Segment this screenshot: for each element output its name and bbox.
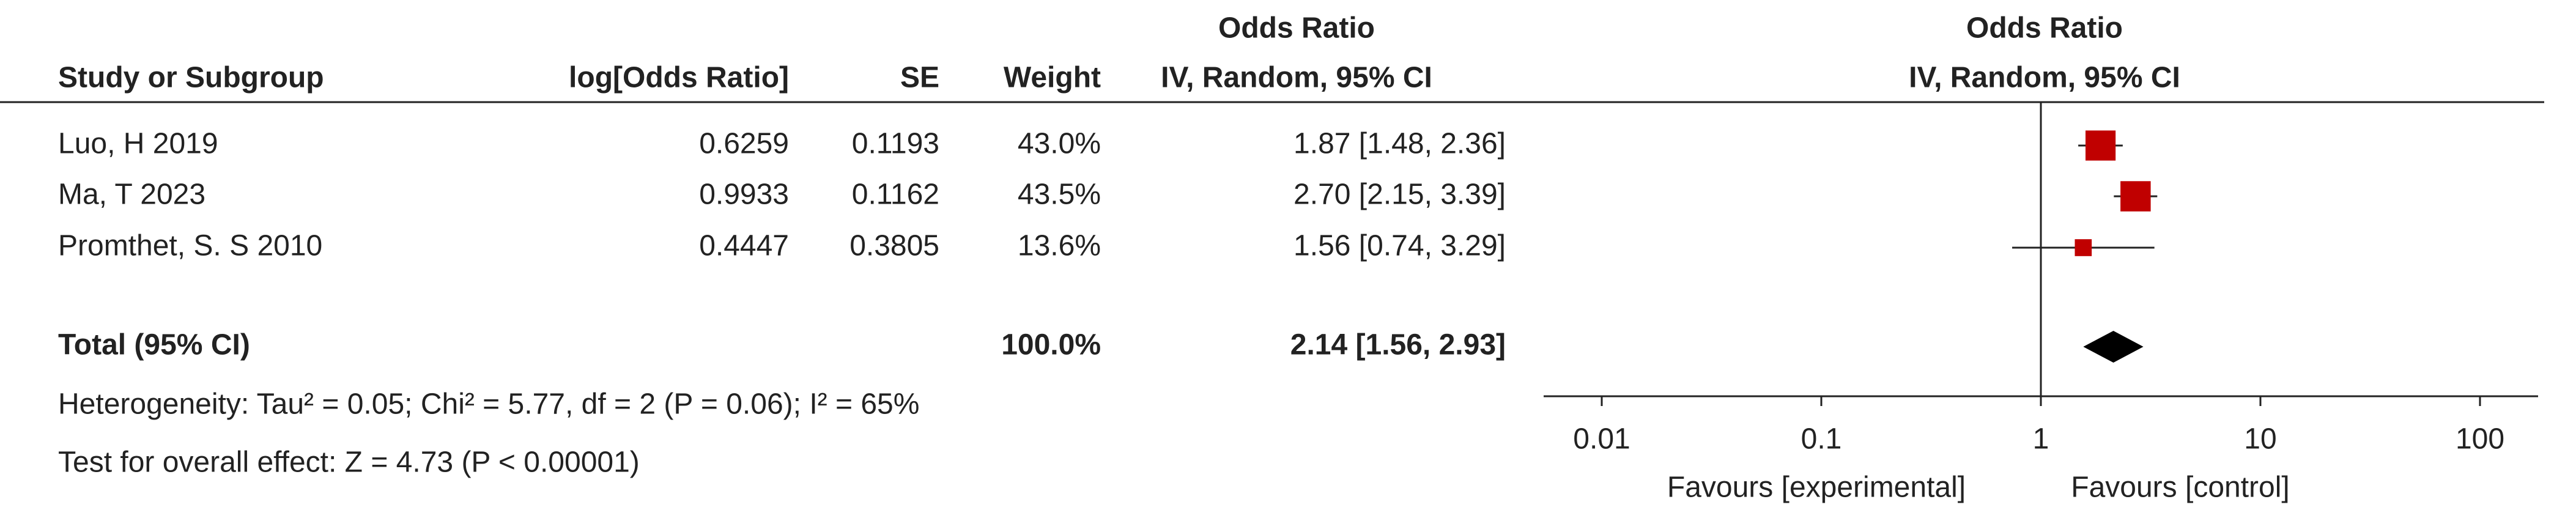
x-tick-label: 10 [2244,423,2276,456]
column-header: log[Odds Ratio] [569,62,789,94]
weight: 43.5% [1018,179,1101,211]
study-name: Luo, H 2019 [58,128,218,160]
total-diamond [2083,331,2144,363]
effect-header: Odds Ratio [1218,12,1375,45]
x-tick-label: 100 [2456,423,2504,456]
column-header: SE [900,62,939,94]
x-tick-label: 1 [2033,423,2049,456]
odds-ratio: 1.87 [1.48, 2.36] [1294,128,1506,160]
total-weight: 100.0% [1001,329,1101,361]
effect-header: IV, Random, 95% CI [1161,62,1432,94]
heterogeneity: Heterogeneity: Tau² = 0.05; Chi² = 5.77,… [58,388,919,421]
study-name: Ma, T 2023 [58,179,205,211]
favours-label: Favours [control] [2071,471,2289,504]
log-or: 0.9933 [699,179,789,211]
overall-effect: Test for overall effect: Z = 4.73 (P < 0… [58,446,640,479]
plot-title: Odds Ratio [1966,12,2123,45]
study-square [2120,181,2151,212]
study-square [2074,239,2092,256]
x-tick-label: 0.1 [1801,423,1842,456]
log-or: 0.4447 [699,230,789,262]
se: 0.1162 [852,179,939,211]
se: 0.3805 [849,230,939,262]
total-or: 2.14 [1.56, 2.93] [1290,329,1506,361]
weight: 13.6% [1018,230,1101,262]
x-tick-label: 0.01 [1573,423,1630,456]
plot-subtitle: IV, Random, 95% CI [1909,62,2180,94]
study-square [2086,130,2116,161]
total-label: Total (95% CI) [58,329,250,361]
odds-ratio: 1.56 [0.74, 3.29] [1294,230,1506,262]
log-or: 0.6259 [699,128,789,160]
odds-ratio: 2.70 [2.15, 3.39] [1294,179,1506,211]
favours-label: Favours [experimental] [1667,471,1966,504]
se: 0.1193 [852,128,939,160]
weight: 43.0% [1018,128,1101,160]
column-header: Study or Subgroup [58,62,324,94]
column-header: Weight [1004,62,1101,94]
study-name: Promthet, S. S 2010 [58,230,322,262]
